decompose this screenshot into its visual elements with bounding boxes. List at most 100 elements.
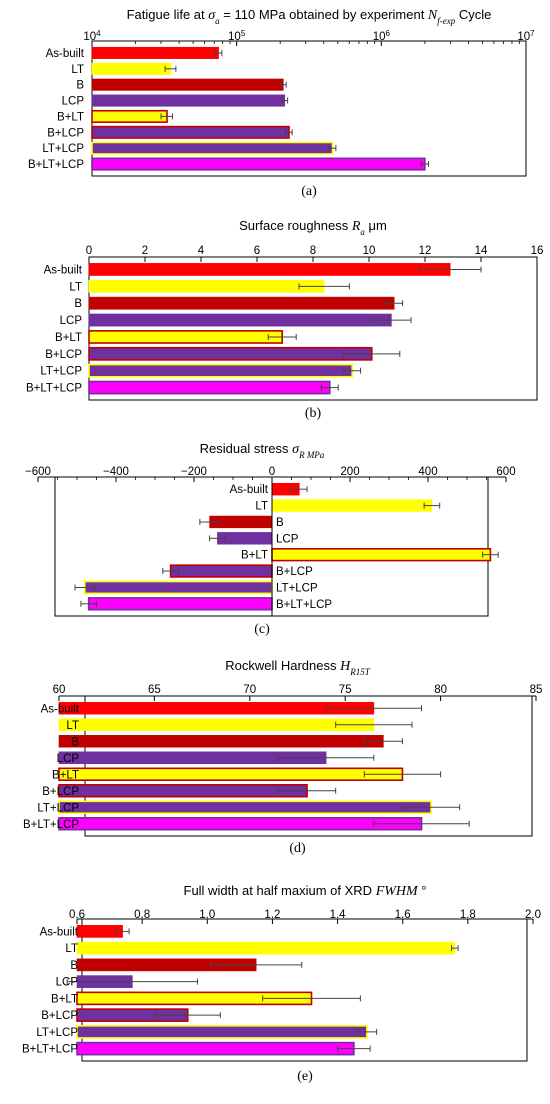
category-label: LCP	[62, 96, 85, 108]
bar	[169, 564, 273, 578]
category-label: B+LCP	[276, 566, 313, 578]
title-part: R15T	[349, 667, 370, 677]
title-part: Cycle	[455, 7, 491, 22]
x-tick-label: 10	[363, 245, 376, 257]
tick-base: 10	[228, 31, 241, 43]
category-label: B+LT+LCP	[28, 159, 84, 171]
bar	[58, 784, 308, 798]
category-label: LT+LCP	[37, 802, 79, 814]
panel-label: (a)	[301, 184, 317, 199]
category-label: As-built	[230, 484, 269, 496]
category-label: LT+LCP	[276, 582, 318, 594]
bar	[91, 62, 172, 75]
title-part: H	[339, 659, 351, 674]
panel-label: (b)	[305, 406, 322, 421]
chart-panel: Rockwell Hardness HR15T 60 65 70 75 80 85 As-bu…	[23, 658, 542, 856]
chart-title: Surface roughness Ra μm	[239, 218, 387, 237]
x-tick-label: 14	[475, 245, 488, 257]
category-label: B+LT	[55, 332, 82, 344]
title-part: σ	[208, 8, 216, 23]
x-tick-label: 8	[310, 245, 316, 257]
category-label: B+LT+LCP	[26, 383, 82, 395]
tick-exponent: 5	[241, 29, 246, 38]
x-tick-label: 105	[228, 29, 246, 44]
bar	[91, 46, 219, 59]
x-tick-label: −600	[25, 466, 51, 478]
bar	[88, 346, 373, 361]
bar	[91, 78, 284, 91]
x-tick-label: 2.0	[525, 909, 541, 921]
category-label: As-built	[44, 264, 83, 276]
category-label: B+LT	[241, 550, 268, 562]
title-part: = 110 MPa obtained by experiment	[220, 7, 428, 22]
title-part: f-exp	[437, 16, 455, 26]
category-label: LCP	[56, 977, 79, 989]
title-part: Fatigue life at	[127, 7, 209, 22]
tick-base: 10	[517, 31, 530, 43]
bar	[76, 1041, 355, 1056]
title-part: N	[427, 8, 438, 23]
category-label: B+LT+LCP	[23, 819, 79, 831]
x-tick-label: 1.4	[330, 909, 347, 921]
chart-title: Fatigue life at σa = 110 MPa obtained by…	[127, 7, 492, 26]
bar	[58, 718, 375, 731]
category-label: B+LT+LCP	[22, 1044, 78, 1056]
category-label: LT	[65, 943, 78, 955]
chart-title: Full width at half maxium of XRD FWHM °	[184, 883, 427, 899]
category-label: LCP	[276, 533, 299, 545]
x-tick-label: 0.6	[69, 909, 85, 921]
x-tick-label: 200	[340, 466, 359, 478]
category-label: B	[76, 80, 84, 92]
bar	[91, 109, 168, 123]
category-label: LT+LCP	[40, 366, 82, 378]
bar	[88, 263, 451, 276]
bar	[88, 313, 392, 327]
chart-title: Rockwell Hardness HR15T	[225, 658, 370, 677]
category-label: LCP	[57, 753, 80, 765]
x-tick-label: 0	[86, 245, 92, 257]
bar	[91, 141, 334, 155]
title-part: μm	[365, 218, 387, 233]
category-label: B+LCP	[42, 786, 79, 798]
bar	[88, 363, 354, 378]
bar	[87, 597, 273, 611]
x-tick-label: 75	[339, 684, 352, 696]
plot-frame	[88, 256, 538, 401]
title-part: °	[418, 883, 427, 898]
title-part: Rockwell Hardness	[225, 658, 340, 673]
category-label: LT	[255, 501, 268, 513]
x-tick-label: 80	[434, 684, 447, 696]
category-label: B+LCP	[47, 127, 84, 139]
bar	[76, 1025, 368, 1039]
category-label: B+LT+LCP	[276, 599, 332, 611]
bar	[88, 296, 395, 310]
x-tick-label: 16	[531, 245, 544, 257]
bar	[91, 125, 290, 139]
plot-frame	[81, 918, 528, 1062]
x-tick-label: 2	[142, 245, 148, 257]
x-tick-label: 1.2	[264, 909, 280, 921]
title-part: R	[351, 219, 361, 234]
tick-base: 10	[373, 31, 386, 43]
category-label: B	[276, 517, 284, 529]
bar	[88, 279, 325, 293]
bar	[271, 499, 433, 512]
title-part: a	[360, 227, 365, 237]
x-tick-label: 107	[517, 29, 535, 44]
tick-base: 10	[83, 31, 96, 43]
category-label: As-built	[41, 703, 80, 715]
title-part: Surface roughness	[239, 218, 352, 233]
chart-title: Residual stress σR MPa	[200, 441, 325, 460]
category-label: B+LT	[51, 993, 78, 1005]
title-part: σ	[292, 442, 300, 457]
x-tick-label: −200	[181, 466, 207, 478]
category-label: LT+LCP	[36, 1027, 78, 1039]
x-tick-label: 104	[83, 29, 101, 44]
plot-frame	[84, 695, 533, 837]
x-tick-label: 65	[148, 684, 161, 696]
bar	[76, 941, 456, 955]
bar	[88, 380, 331, 395]
category-label: B+LT	[52, 769, 79, 781]
x-tick-label: 60	[53, 684, 66, 696]
